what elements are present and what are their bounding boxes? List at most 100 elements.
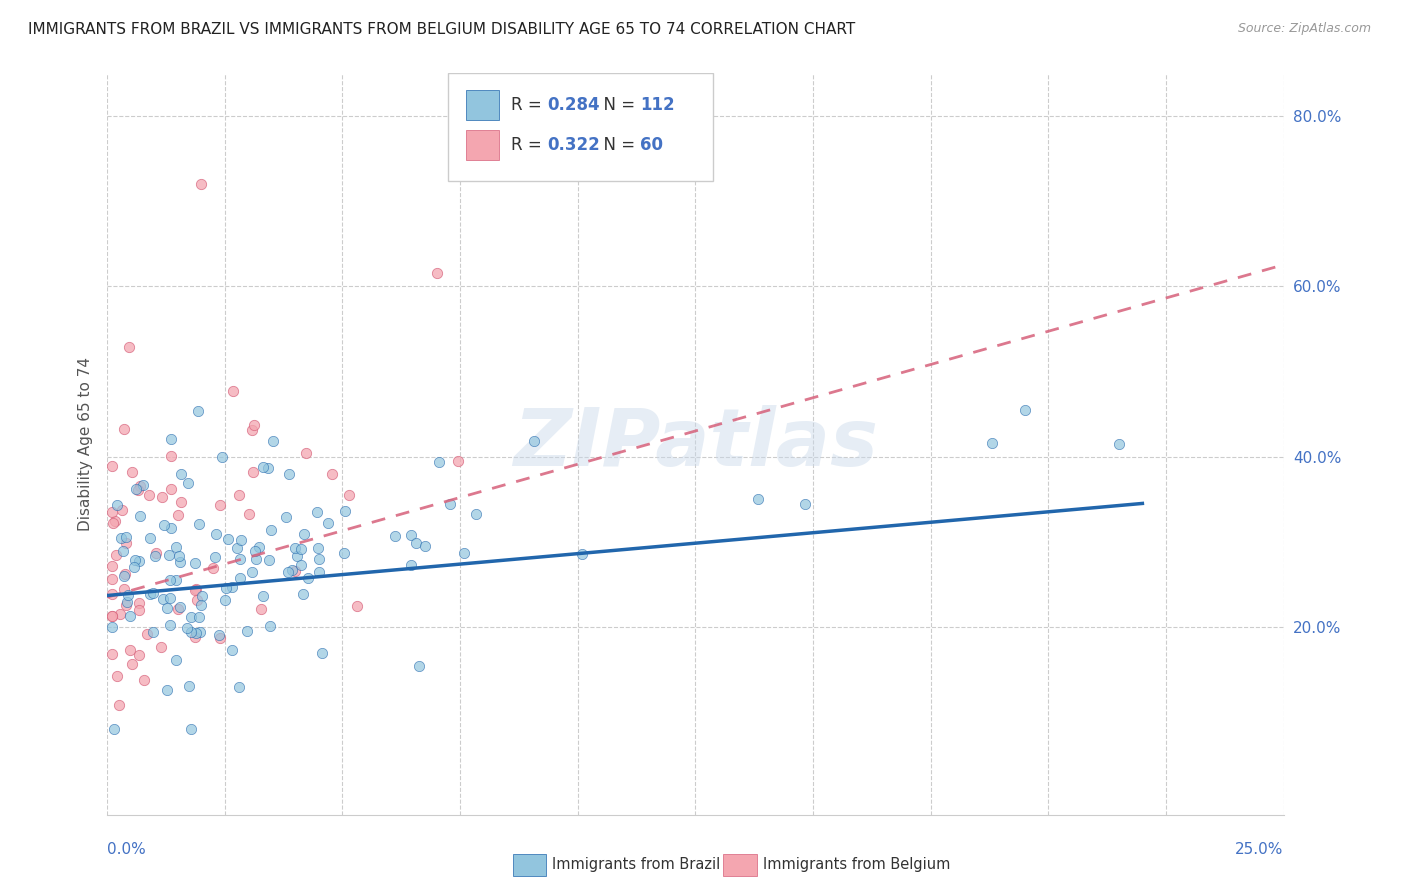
Point — [236, 624, 259, 639]
Point — [101, 608, 124, 623]
Point — [134, 673, 156, 687]
FancyBboxPatch shape — [465, 130, 499, 160]
Point — [132, 477, 155, 491]
Point — [202, 560, 225, 574]
Point — [104, 514, 127, 528]
Point — [153, 518, 176, 533]
Point — [208, 628, 231, 642]
Point — [170, 467, 193, 482]
Point — [176, 621, 198, 635]
Point — [191, 590, 214, 604]
Point — [180, 723, 202, 737]
Point — [399, 558, 422, 572]
Point — [150, 490, 173, 504]
Point — [122, 560, 145, 574]
Point — [401, 527, 423, 541]
Y-axis label: Disability Age 65 to 74: Disability Age 65 to 74 — [79, 357, 93, 531]
Point — [160, 482, 183, 496]
Point — [186, 592, 208, 607]
Point — [114, 566, 136, 581]
Point — [128, 648, 150, 662]
Point — [166, 574, 188, 588]
Point — [209, 498, 232, 512]
Point — [160, 449, 183, 463]
Point — [127, 483, 149, 497]
Point — [150, 640, 173, 655]
Point — [262, 434, 284, 448]
Point — [115, 599, 138, 613]
Point — [190, 177, 212, 191]
Point — [101, 572, 124, 586]
Point — [252, 460, 274, 475]
Point — [257, 461, 280, 475]
Text: 0.0%: 0.0% — [107, 842, 146, 856]
Point — [308, 565, 330, 579]
Point — [165, 653, 187, 667]
Point — [274, 510, 297, 524]
Point — [453, 546, 475, 560]
Point — [217, 532, 239, 546]
Point — [190, 598, 212, 612]
Point — [128, 554, 150, 568]
Point — [117, 588, 139, 602]
Point — [259, 618, 281, 632]
Point — [180, 624, 202, 639]
Point — [188, 624, 211, 639]
Point — [222, 384, 245, 398]
Text: Source: ZipAtlas.com: Source: ZipAtlas.com — [1237, 22, 1371, 36]
Point — [794, 497, 817, 511]
Point — [139, 586, 162, 600]
Point — [169, 555, 191, 569]
Point — [129, 509, 152, 524]
Point — [101, 609, 124, 624]
Point — [311, 646, 333, 660]
Point — [124, 553, 146, 567]
Point — [285, 549, 308, 563]
FancyBboxPatch shape — [449, 73, 713, 180]
Point — [278, 467, 301, 482]
Point — [245, 551, 267, 566]
Point — [447, 454, 470, 468]
Point — [167, 549, 190, 563]
Point — [114, 530, 136, 544]
Point — [143, 549, 166, 563]
Point — [184, 626, 207, 640]
Point — [103, 723, 125, 737]
Point — [308, 552, 330, 566]
Point — [111, 503, 134, 517]
Text: 25.0%: 25.0% — [1236, 842, 1284, 856]
Point — [160, 521, 183, 535]
Point — [277, 566, 299, 580]
Point — [110, 531, 132, 545]
Point — [128, 596, 150, 610]
Point — [159, 573, 181, 587]
Point — [167, 508, 190, 523]
Point — [257, 553, 280, 567]
Point — [184, 582, 207, 597]
Point — [183, 630, 205, 644]
Point — [156, 682, 179, 697]
Point — [294, 446, 316, 460]
Point — [128, 603, 150, 617]
Point — [413, 539, 436, 553]
Point — [103, 516, 125, 530]
Point — [228, 680, 250, 694]
Point — [247, 540, 270, 554]
Text: 60: 60 — [640, 136, 664, 154]
Point — [1014, 402, 1036, 417]
Point — [112, 544, 135, 558]
Point — [114, 535, 136, 549]
Point — [101, 620, 124, 634]
Point — [170, 495, 193, 509]
Point — [214, 592, 236, 607]
Point — [290, 558, 312, 572]
Point — [321, 467, 343, 482]
Point — [242, 566, 264, 580]
Point — [333, 546, 356, 560]
Point — [187, 610, 209, 624]
Point — [523, 434, 546, 449]
Point — [121, 657, 143, 672]
Point — [159, 591, 181, 606]
Point — [135, 627, 157, 641]
Point — [166, 602, 188, 616]
